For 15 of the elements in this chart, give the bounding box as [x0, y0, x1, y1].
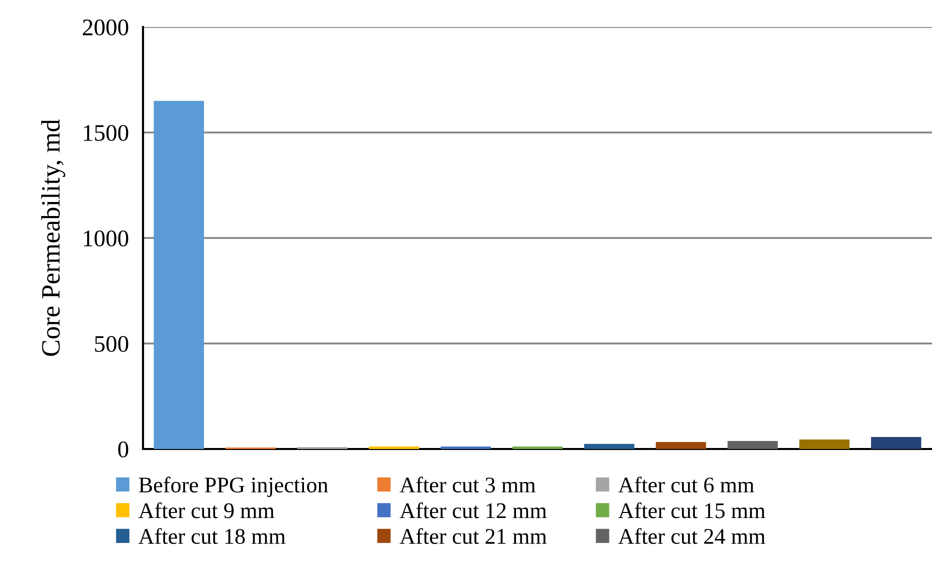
legend-label: After cut 6 mm	[618, 476, 754, 493]
legend-label: After cut 24 mm	[618, 528, 766, 544]
legend-label: After cut 15 mm	[618, 502, 766, 518]
legend-label: After cut 9 mm	[138, 502, 274, 518]
y-tick-label: 500	[95, 336, 128, 352]
y-axis-title: Core Permeability, md	[41, 119, 66, 356]
legend-label: Before PPG injection	[138, 476, 328, 498]
legend-label: After cut 21 mm	[400, 528, 547, 544]
y-tick-label: 2000	[82, 19, 128, 36]
legend-label: After cut 12 mm	[400, 502, 547, 518]
y-tick-label: 1500	[84, 124, 128, 141]
y-tick-label: 0	[118, 441, 128, 458]
legend-label: After cut 18 mm	[138, 528, 286, 544]
y-tick-label: 1000	[84, 230, 128, 246]
legend-label: After cut 3 mm	[400, 476, 536, 493]
